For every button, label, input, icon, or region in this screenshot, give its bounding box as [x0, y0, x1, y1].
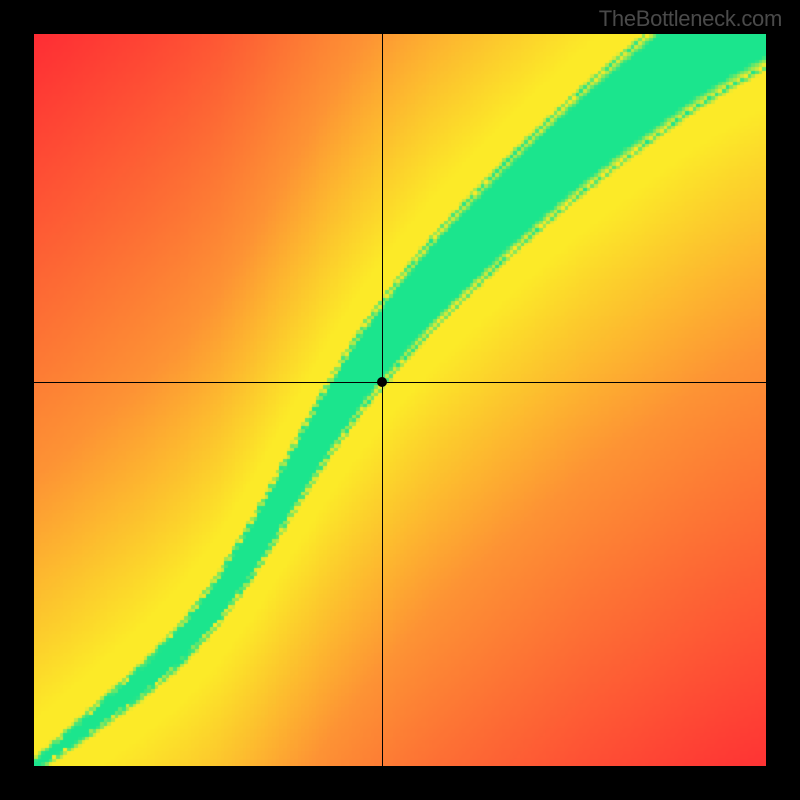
watermark-text: TheBottleneck.com	[599, 6, 782, 32]
heatmap-canvas	[34, 34, 766, 766]
heatmap-plot	[34, 34, 766, 766]
